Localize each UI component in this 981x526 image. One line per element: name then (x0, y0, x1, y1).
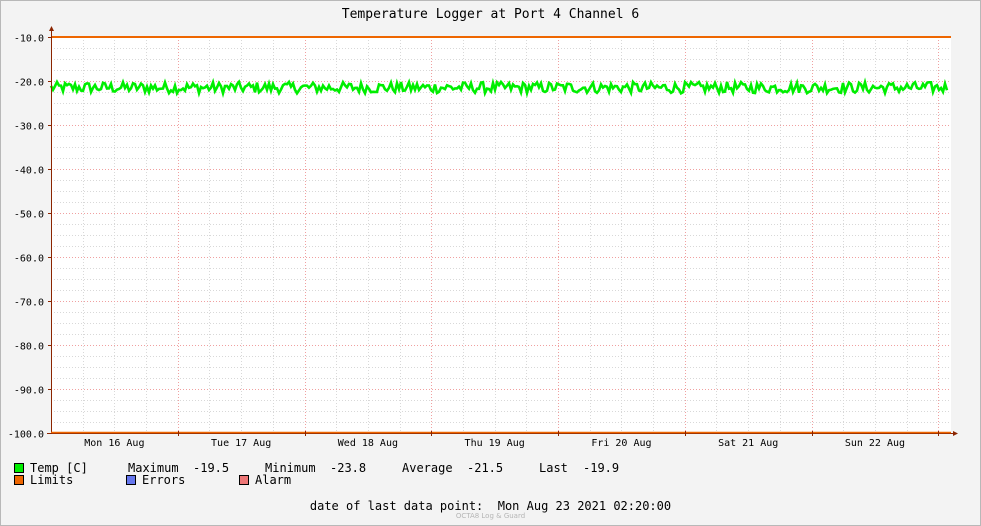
y-tick-label: -60.0 (14, 254, 44, 265)
chart-title: Temperature Logger at Port 4 Channel 6 (342, 7, 639, 22)
x-tick-label: Wed 18 Aug (338, 438, 398, 449)
legend-limits-label: Limits (30, 473, 74, 487)
last-point-label: date of last data point: (309, 499, 484, 513)
legend-row-1: Temp [C] Maximum -19.5 Minimum -23.8 Ave… (14, 462, 964, 474)
x-tick-label: Fri 20 Aug (591, 438, 651, 449)
last-data-point: date of last data point: Mon Aug 23 2021… (0, 499, 981, 513)
x-tick-label: Mon 16 Aug (84, 438, 144, 449)
y-tick-label: -40.0 (14, 166, 44, 177)
x-tick-label: Thu 19 Aug (465, 438, 525, 449)
legend-errors: Errors (126, 474, 185, 486)
stat-average-value: -21.5 (467, 461, 504, 475)
stat-maximum-value: -19.5 (193, 461, 230, 475)
watermark: OCTA8 Log & Guard (455, 512, 526, 520)
legend-limits: Limits (14, 474, 73, 486)
y-tick-label: -30.0 (14, 122, 44, 133)
x-tick-label: Tue 17 Aug (211, 438, 271, 449)
stat-maximum-label: Maximum (128, 461, 179, 475)
legend-alarm: Alarm (239, 474, 291, 486)
temp-swatch (14, 463, 24, 473)
stat-minimum-label: Minimum (265, 461, 316, 475)
last-point-value: Mon Aug 23 2021 02:20:00 (497, 499, 672, 513)
limits-swatch (14, 475, 24, 485)
y-tick-label: -10.0 (14, 34, 44, 45)
alarm-swatch (239, 475, 249, 485)
y-tick-label: -70.0 (14, 298, 44, 309)
stat-minimum-value: -23.8 (330, 461, 367, 475)
x-tick-label: Sat 21 Aug (718, 438, 778, 449)
x-tick-label: Sun 22 Aug (845, 438, 905, 449)
errors-swatch (126, 475, 136, 485)
y-tick-label: -90.0 (14, 386, 44, 397)
stat-average-label: Average (402, 461, 453, 475)
legend-alarm-label: Alarm (255, 473, 292, 487)
y-axis-arrow (49, 26, 54, 31)
y-tick-label: -50.0 (14, 210, 44, 221)
legend-row-2: Limits Errors Alarm (14, 474, 964, 486)
series-temp-line (49, 77, 949, 99)
y-tick-label: -20.0 (14, 78, 44, 89)
y-tick-label: -80.0 (14, 342, 44, 353)
legend-temp-label: Temp [C] (30, 461, 88, 475)
stat-last-value: -19.9 (583, 461, 620, 475)
y-tick-label: -100.0 (8, 430, 44, 441)
x-axis-arrow (953, 431, 958, 436)
legend-errors-label: Errors (142, 473, 186, 487)
legend-temp: Temp [C] (14, 462, 88, 474)
legend: Temp [C] Maximum -19.5 Minimum -23.8 Ave… (14, 462, 964, 486)
stat-last-label: Last (539, 461, 568, 475)
